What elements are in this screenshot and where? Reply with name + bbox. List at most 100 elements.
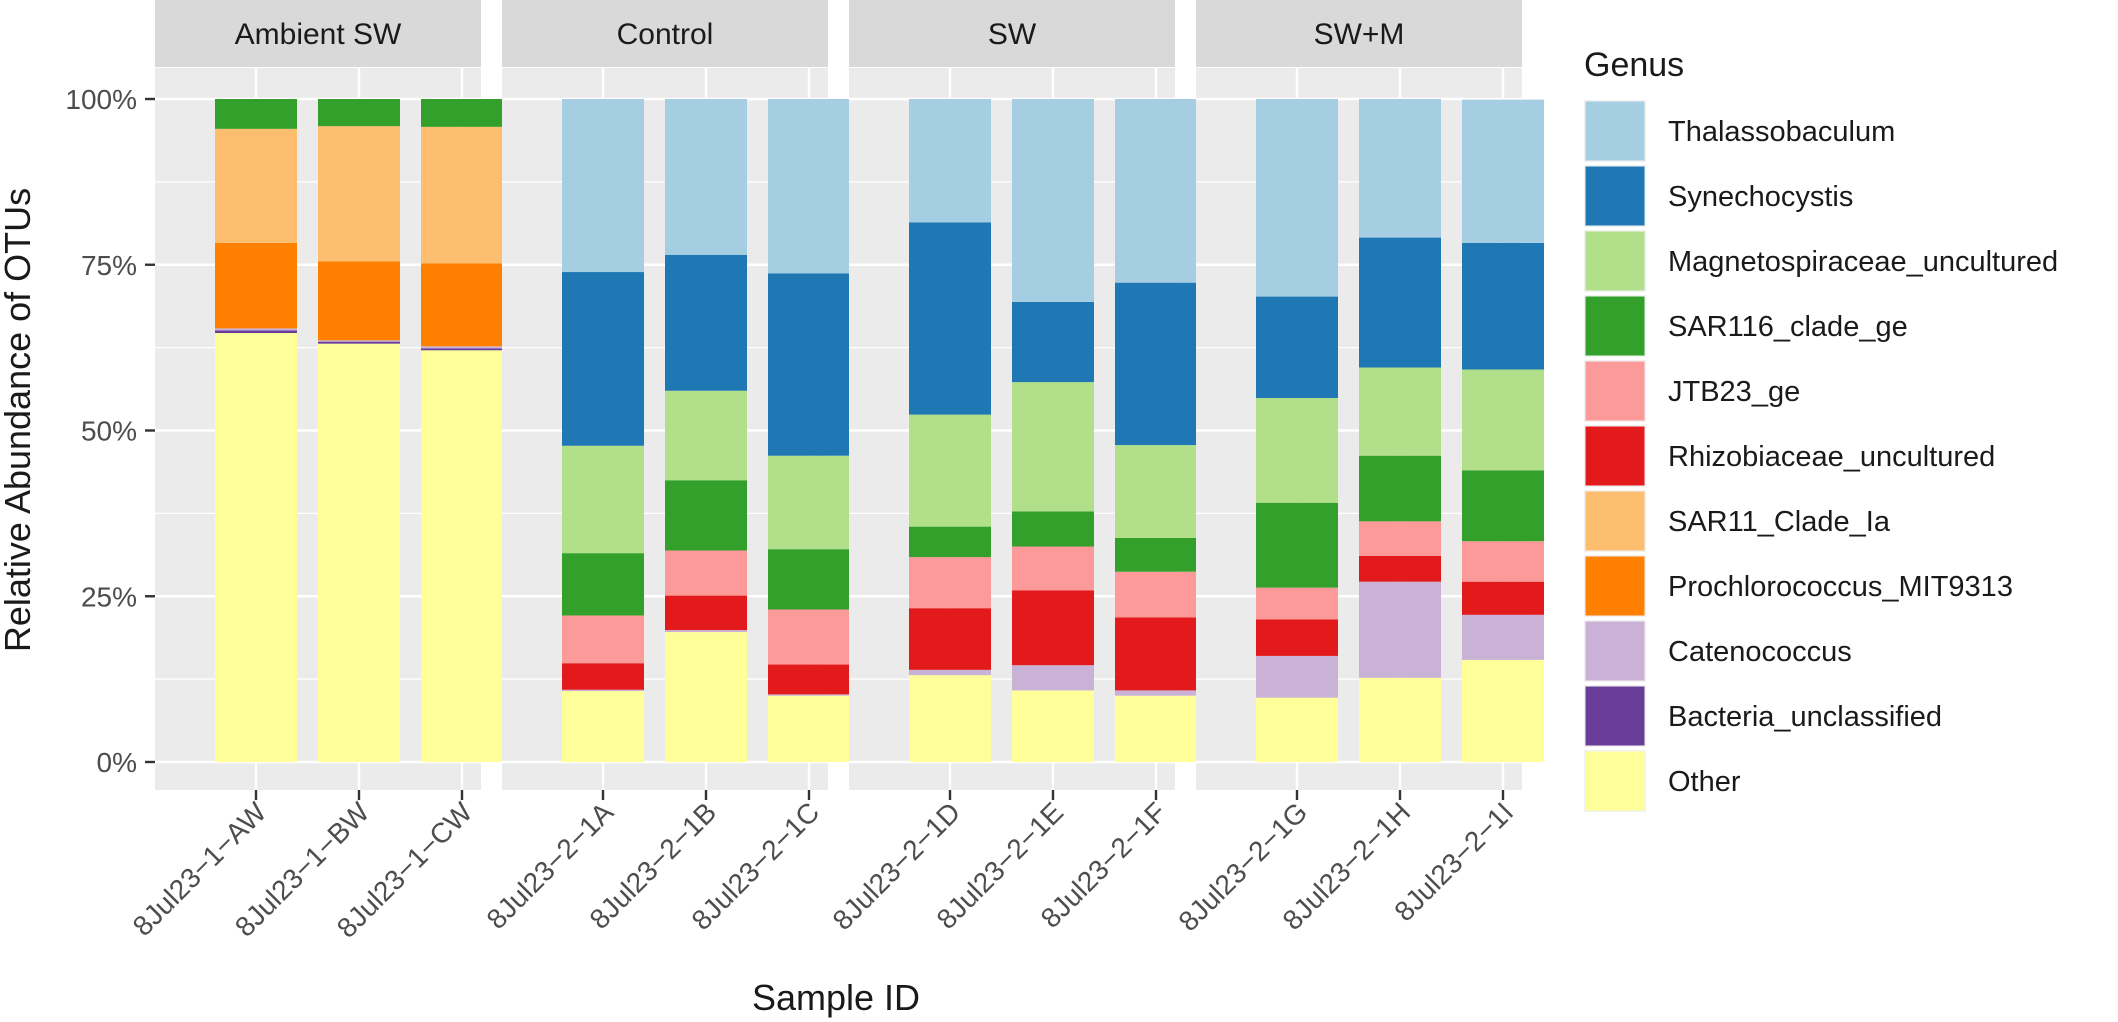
bar-segment bbox=[909, 526, 991, 558]
bar-segment bbox=[318, 341, 400, 344]
facet-strip bbox=[849, 0, 1175, 67]
facet-strip bbox=[155, 0, 481, 67]
legend-item: SAR116_clade_ge bbox=[1584, 295, 1908, 357]
bar-segment bbox=[421, 350, 503, 762]
stacked-bar bbox=[1462, 99, 1544, 762]
bar-segment bbox=[665, 99, 747, 255]
legend-swatch bbox=[1585, 101, 1645, 161]
legend-swatch bbox=[1585, 426, 1645, 486]
bar-segment bbox=[562, 445, 644, 554]
bar-segment bbox=[215, 333, 297, 762]
facet-panels: Ambient SW Control SW SW+M bbox=[155, 0, 1544, 790]
bar-segment bbox=[1012, 301, 1094, 383]
bar-segment bbox=[665, 550, 747, 596]
bar-segment bbox=[1012, 511, 1094, 547]
bar-segment bbox=[1359, 237, 1441, 368]
legend-label: SAR116_clade_ge bbox=[1668, 311, 1908, 343]
x-axis-title: Sample ID bbox=[752, 977, 920, 1018]
legend-item: Thalassobaculum bbox=[1584, 100, 1895, 162]
bar-segment bbox=[768, 695, 850, 762]
legend-item: Catenococcus bbox=[1584, 620, 1852, 682]
bar-segment bbox=[1115, 571, 1197, 618]
bar-segment bbox=[1359, 99, 1441, 238]
facet-strip-label: SW bbox=[988, 18, 1037, 51]
bar-segment bbox=[1256, 697, 1338, 762]
bar-segment bbox=[909, 675, 991, 762]
bar-segment bbox=[421, 346, 503, 349]
stacked-bar bbox=[665, 99, 747, 762]
bar-segment bbox=[1359, 677, 1441, 762]
bar-segment bbox=[1359, 367, 1441, 456]
stacked-bar bbox=[1359, 99, 1441, 762]
bar-segment bbox=[665, 630, 747, 633]
bar-segment bbox=[1115, 445, 1197, 538]
bar-segment bbox=[1462, 99, 1544, 243]
y-tick-label: 100% bbox=[65, 84, 137, 115]
y-axis-title: Relative Abundance of OTUs bbox=[0, 188, 38, 652]
bar-segment bbox=[318, 261, 400, 341]
legend-item: Synechocystis bbox=[1584, 165, 1853, 227]
legend-item: Magnetospiraceae_uncultured bbox=[1584, 230, 2058, 292]
facet-panel: Control bbox=[502, 0, 850, 790]
bar-segment bbox=[562, 99, 644, 273]
facet-strip bbox=[502, 0, 828, 67]
legend-label: Prochlorococcus_MIT9313 bbox=[1668, 571, 2013, 603]
legend-label: Rhizobiaceae_uncultured bbox=[1668, 441, 1995, 473]
bar-segment bbox=[909, 557, 991, 609]
bar-segment bbox=[768, 455, 850, 550]
legend-swatch bbox=[1585, 556, 1645, 616]
legend: Genus Thalassobaculum Synechocystis Magnet… bbox=[1584, 46, 2058, 812]
facet-panel: SW bbox=[849, 0, 1197, 790]
bar-segment bbox=[421, 348, 503, 351]
bar-segment bbox=[665, 632, 747, 762]
bar-segment bbox=[909, 222, 991, 415]
legend-title: Genus bbox=[1584, 46, 1684, 84]
legend-item: SAR11_Clade_Ia bbox=[1584, 490, 1891, 552]
bar-segment bbox=[1115, 537, 1197, 572]
facet-strip-label: Ambient SW bbox=[235, 18, 402, 51]
bar-segment bbox=[318, 126, 400, 262]
facet-panel: SW+M bbox=[1196, 0, 1544, 790]
legend-label: Catenococcus bbox=[1668, 636, 1852, 668]
bar-segment bbox=[421, 99, 503, 127]
legend-label: Synechocystis bbox=[1668, 181, 1853, 213]
y-axis: 0% 25% 50% 75% 100% bbox=[65, 84, 155, 778]
legend-swatch bbox=[1585, 361, 1645, 421]
bar-segment bbox=[909, 669, 991, 676]
bar-segment bbox=[1359, 555, 1441, 582]
bar-segment bbox=[768, 609, 850, 665]
bar-segment bbox=[1256, 398, 1338, 503]
bar-segment bbox=[1256, 99, 1338, 297]
bar-segment bbox=[1256, 502, 1338, 588]
bar-segment bbox=[1012, 382, 1094, 512]
bar-segment bbox=[318, 99, 400, 127]
legend-item: JTB23_ge bbox=[1584, 360, 1800, 422]
bar-segment bbox=[318, 343, 400, 762]
legend-swatch bbox=[1585, 296, 1645, 356]
bar-segment bbox=[562, 272, 644, 446]
facet-panel: Ambient SW bbox=[155, 0, 503, 790]
bar-segment bbox=[562, 615, 644, 664]
bar-segment bbox=[1462, 659, 1544, 762]
legend-swatch bbox=[1585, 621, 1645, 681]
bar-segment bbox=[665, 480, 747, 551]
bar-segment bbox=[215, 128, 297, 243]
facet-strip bbox=[1196, 0, 1522, 67]
facet-strip-label: Control bbox=[617, 18, 714, 51]
bar-segment bbox=[562, 691, 644, 762]
bar-segment bbox=[1462, 581, 1544, 615]
bar-segment bbox=[665, 595, 747, 631]
bar-segment bbox=[1462, 614, 1544, 660]
bar-segment bbox=[421, 126, 503, 264]
bar-segment bbox=[215, 328, 297, 331]
legend-label: Thalassobaculum bbox=[1668, 116, 1895, 148]
bar-segment bbox=[1359, 581, 1441, 678]
bar-segment bbox=[562, 689, 644, 692]
y-tick-label: 75% bbox=[81, 250, 137, 281]
stacked-bar bbox=[1115, 99, 1197, 762]
bar-segment bbox=[215, 99, 297, 129]
bar-segment bbox=[562, 553, 644, 616]
y-tick-label: 25% bbox=[81, 581, 137, 612]
